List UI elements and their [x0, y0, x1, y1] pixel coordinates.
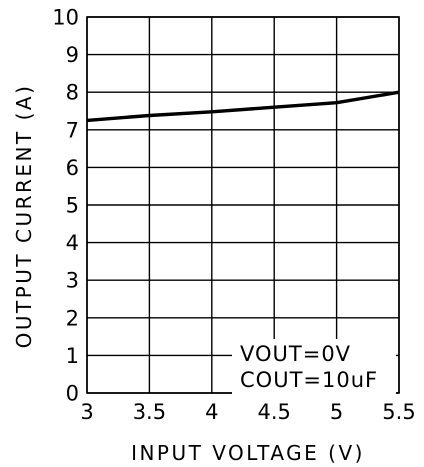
x-tick-label-4: 4	[205, 400, 218, 424]
y-tick-label-5: 5	[66, 194, 79, 218]
y-axis-title: OUTPUT CURRENT (A)	[12, 84, 36, 349]
annotation-cout: COUT=10uF	[240, 368, 378, 392]
annotation-background	[232, 339, 396, 394]
y-tick-label-6: 6	[66, 156, 79, 180]
y-tick-label-9: 9	[66, 43, 79, 67]
y-tick-label-7: 7	[66, 118, 79, 142]
y-tick-label-4: 4	[66, 231, 79, 255]
y-tick-label-3: 3	[66, 269, 79, 293]
chart-tick-labels: 0 1 2 3 4 5 6 7 8 9 10 3 3.5 4 4.5 5 5.5	[52, 6, 415, 425]
series-line-0	[86, 90, 400, 123]
y-tick-label-1: 1	[66, 344, 79, 368]
x-axis-title: INPUT VOLTAGE (V)	[131, 441, 365, 465]
y-tick-label-8: 8	[66, 81, 79, 105]
annotation-vout: VOUT=0V	[240, 342, 351, 366]
x-tick-label-5.5: 5.5	[382, 400, 415, 424]
chart-grid	[86, 16, 400, 394]
x-tick-label-5: 5	[330, 400, 343, 424]
chart-series	[86, 90, 400, 123]
x-tick-label-4.5: 4.5	[257, 400, 290, 424]
x-tick-label-3.5: 3.5	[133, 400, 166, 424]
y-tick-label-10: 10	[52, 6, 79, 30]
y-tick-label-0: 0	[66, 382, 79, 406]
y-tick-label-2: 2	[66, 306, 79, 330]
x-tick-label-3: 3	[80, 400, 93, 424]
